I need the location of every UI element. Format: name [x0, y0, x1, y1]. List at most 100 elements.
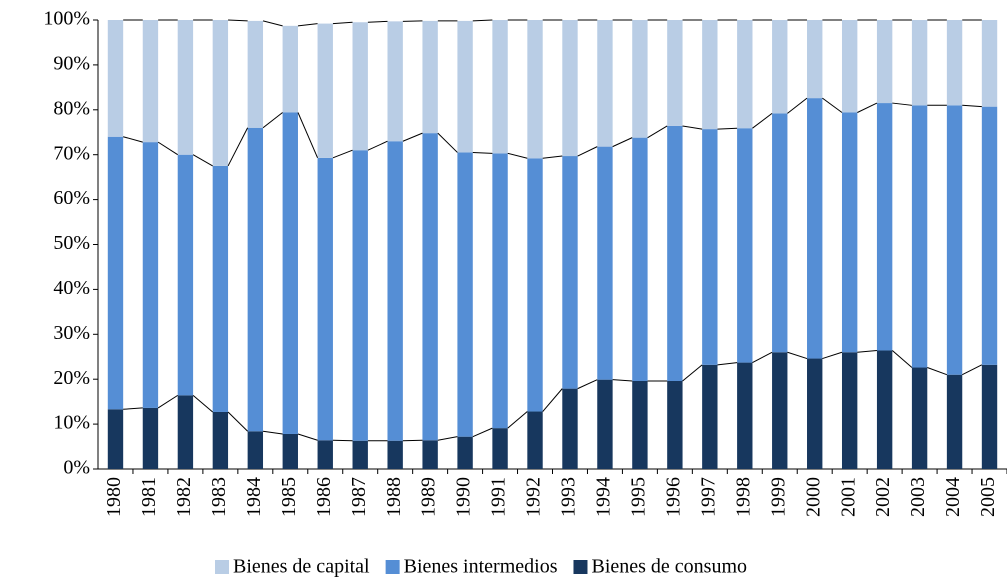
bar-segment	[876, 20, 893, 104]
bar-segment	[981, 20, 998, 107]
bar-segment	[597, 146, 613, 380]
bar-segment	[911, 367, 928, 469]
series-connector	[647, 125, 668, 139]
series-connector	[402, 132, 423, 142]
series-connector	[892, 102, 912, 106]
x-tick-label: 1990	[453, 477, 475, 517]
y-tick-label: 80%	[53, 97, 90, 119]
series-connector	[577, 379, 598, 390]
y-tick-label: 20%	[53, 367, 90, 389]
bar-segment	[352, 22, 368, 151]
legend-label: Bienes de capital	[233, 556, 370, 578]
series-connector	[192, 394, 213, 413]
x-tick-label: 1982	[173, 477, 195, 517]
series-connector	[157, 141, 178, 156]
y-tick-label: 70%	[53, 142, 90, 164]
bar-segment	[107, 409, 124, 469]
series-connector	[262, 430, 283, 435]
series-connector	[262, 112, 283, 129]
bar-segment	[492, 20, 508, 154]
bar-segment	[667, 20, 683, 126]
bar-segment	[562, 156, 578, 389]
x-tick-label: 2001	[837, 477, 859, 517]
x-tick-label: 2005	[977, 477, 999, 517]
bar-segment	[107, 136, 124, 410]
x-tick-label: 2003	[907, 477, 929, 517]
bar-segment	[946, 105, 963, 375]
bar-segment	[212, 20, 229, 166]
bar-segment	[142, 142, 159, 408]
bar-segment	[387, 440, 403, 469]
bar-segment	[492, 153, 508, 429]
series-connector	[297, 23, 318, 27]
series-connector	[472, 151, 493, 154]
bar-segment	[772, 352, 788, 469]
series-connector	[717, 362, 738, 366]
series-connector	[297, 112, 319, 159]
series-connector	[367, 140, 388, 151]
x-tick-label: 1988	[383, 477, 405, 517]
x-tick-label: 1997	[697, 477, 719, 517]
bar-segment	[667, 380, 683, 469]
legend-label: Bienes de consumo	[591, 556, 747, 578]
y-tick-label: 40%	[53, 277, 90, 299]
series-connector	[123, 407, 143, 410]
bar-segment	[107, 20, 124, 137]
legend-swatch	[573, 560, 588, 574]
bar-segment	[422, 20, 438, 134]
bar-segment	[562, 388, 578, 469]
series-connector	[962, 364, 983, 376]
bar-segment	[282, 112, 298, 434]
bar-segment	[352, 440, 368, 469]
series-connector	[857, 349, 877, 353]
bar-segment	[212, 411, 229, 469]
series-connector	[227, 127, 249, 167]
bar-segment	[946, 20, 963, 106]
bar-segment	[737, 128, 753, 363]
bar-segment	[841, 352, 858, 469]
bar-segment	[911, 105, 928, 368]
series-connector	[437, 132, 458, 153]
bar-segment	[737, 362, 753, 469]
series-connector	[787, 351, 808, 360]
series-connector	[507, 152, 528, 159]
y-tick-label: 100%	[43, 8, 90, 30]
bar-segment	[632, 20, 648, 138]
bar-segment	[212, 165, 229, 412]
series-connector	[577, 146, 598, 157]
series-connector	[752, 351, 773, 364]
bar-segment	[702, 129, 718, 365]
y-tick-label: 60%	[53, 187, 90, 209]
bar-segment	[807, 20, 823, 99]
series-connector	[367, 20, 388, 23]
bar-segment	[177, 154, 194, 396]
series-connector	[962, 104, 982, 108]
series-connector	[542, 155, 563, 159]
series-connector	[192, 154, 213, 167]
bar-segment	[492, 428, 508, 469]
bar-segment	[702, 20, 718, 130]
bar-segment	[282, 433, 298, 469]
bar-segment	[352, 150, 368, 441]
series-connector	[472, 427, 493, 438]
bar-segment	[981, 364, 998, 469]
bar-segment	[772, 113, 788, 353]
bar-segment	[317, 157, 333, 441]
bar-segment	[527, 411, 543, 469]
series-connector	[332, 21, 353, 25]
bar-segment	[457, 20, 473, 153]
bar-segment	[876, 350, 893, 469]
bar-segment	[772, 20, 788, 114]
series-connector	[891, 350, 913, 368]
bar-segment	[841, 112, 858, 353]
bar-segment	[911, 20, 928, 106]
x-tick-label: 1984	[243, 477, 265, 517]
bar-segment	[841, 20, 858, 113]
bar-segment	[317, 440, 333, 469]
series-connector	[787, 97, 808, 114]
series-connector	[262, 20, 283, 27]
y-tick-label: 10%	[53, 412, 90, 434]
y-tick-label: 30%	[53, 322, 90, 344]
series-connector	[542, 388, 563, 412]
